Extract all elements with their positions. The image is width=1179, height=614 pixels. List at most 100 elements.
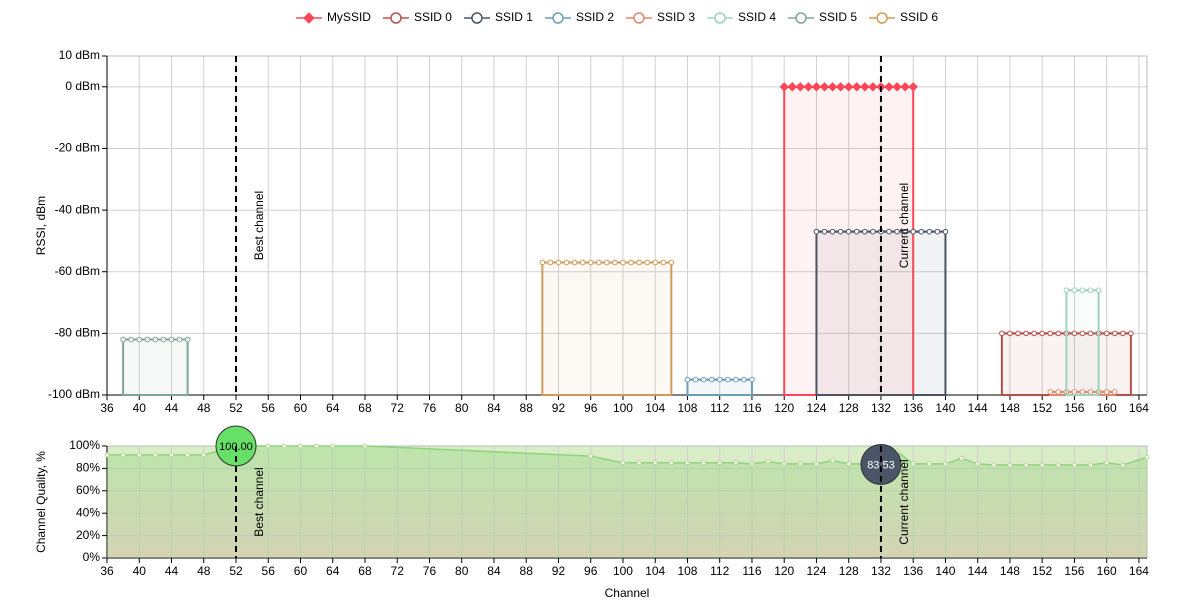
marker bbox=[1088, 462, 1094, 468]
marker bbox=[1095, 287, 1102, 294]
x-tick-label: 156 bbox=[1064, 564, 1084, 578]
marker bbox=[587, 259, 594, 266]
x-tick-label: 36 bbox=[100, 401, 114, 415]
legend-item[interactable]: SSID 3 bbox=[626, 10, 695, 24]
legend-label[interactable]: SSID 2 bbox=[576, 10, 614, 24]
marker bbox=[120, 452, 126, 458]
marker bbox=[910, 228, 917, 235]
marker bbox=[1007, 330, 1013, 337]
x-tick-label: 104 bbox=[645, 564, 665, 578]
marker bbox=[733, 376, 739, 383]
marker bbox=[765, 459, 771, 465]
legend-label[interactable]: SSID 1 bbox=[495, 10, 533, 24]
legend-item[interactable]: SSID 5 bbox=[788, 10, 857, 24]
marker bbox=[787, 82, 797, 92]
marker bbox=[781, 461, 787, 467]
x-tick-label: 72 bbox=[391, 564, 405, 578]
marker bbox=[886, 228, 892, 235]
marker bbox=[184, 336, 191, 343]
legend-item[interactable]: SSID 2 bbox=[544, 10, 614, 24]
legend-marker bbox=[390, 12, 402, 24]
legend-item[interactable]: SSID 0 bbox=[382, 10, 452, 24]
legend-marker bbox=[714, 12, 726, 24]
marker bbox=[1007, 462, 1013, 468]
marker bbox=[837, 228, 844, 235]
marker bbox=[644, 259, 650, 266]
legend-label[interactable]: SSID 3 bbox=[657, 10, 695, 24]
marker bbox=[547, 259, 554, 266]
marker bbox=[811, 82, 822, 92]
legend-label[interactable]: SSID 5 bbox=[819, 10, 857, 24]
x-tick-label: 140 bbox=[935, 401, 955, 415]
legend-label[interactable]: MySSID bbox=[327, 10, 371, 24]
y-tick-label: 60% bbox=[76, 483, 100, 497]
marker bbox=[136, 452, 142, 458]
marker bbox=[999, 330, 1005, 337]
legend-item[interactable]: SSID 1 bbox=[463, 10, 533, 24]
x-tick-label: 116 bbox=[742, 564, 761, 578]
marker bbox=[716, 376, 723, 383]
x-tick-label: 56 bbox=[262, 401, 276, 415]
x-tick-label: 60 bbox=[294, 564, 308, 578]
marker bbox=[314, 443, 320, 449]
x-tick-label: 88 bbox=[520, 401, 534, 415]
marker bbox=[926, 461, 932, 467]
x-axis-title: Channel bbox=[605, 586, 650, 600]
legend-item[interactable]: MySSID bbox=[295, 10, 371, 24]
marker bbox=[892, 82, 902, 92]
marker bbox=[813, 461, 819, 467]
marker bbox=[1087, 330, 1094, 337]
x-tick-label: 52 bbox=[229, 564, 243, 578]
marker bbox=[1120, 330, 1126, 337]
marker bbox=[902, 228, 908, 235]
y-tick-label: -40 dBm bbox=[55, 202, 100, 216]
marker bbox=[168, 452, 174, 458]
marker bbox=[853, 228, 860, 235]
legend-label[interactable]: SSID 0 bbox=[414, 10, 452, 24]
y-tick-label: -80 dBm bbox=[55, 326, 100, 340]
marker bbox=[168, 336, 175, 343]
marker bbox=[201, 452, 207, 458]
legend-label[interactable]: SSID 6 bbox=[900, 10, 938, 24]
marker bbox=[1055, 462, 1061, 468]
legend-item[interactable]: SSID 4 bbox=[707, 10, 776, 24]
y-tick-label: 0 dBm bbox=[65, 79, 100, 93]
x-tick-label: 128 bbox=[839, 401, 859, 415]
x-tick-label: 68 bbox=[358, 564, 372, 578]
marker bbox=[894, 228, 900, 235]
y-tick-label: 40% bbox=[76, 505, 100, 519]
legend-marker bbox=[633, 12, 645, 24]
marker bbox=[1071, 462, 1077, 468]
x-tick-label: 88 bbox=[520, 564, 534, 578]
marker bbox=[362, 443, 368, 449]
x-tick-label: 116 bbox=[742, 401, 761, 415]
marker bbox=[830, 458, 836, 464]
marker bbox=[845, 228, 852, 235]
y-tick-label: 0% bbox=[83, 550, 101, 564]
x-tick-label: 64 bbox=[326, 401, 340, 415]
x-tick-label: 112 bbox=[710, 564, 729, 578]
legend-label[interactable]: SSID 4 bbox=[738, 10, 776, 24]
x-tick-label: 132 bbox=[871, 564, 891, 578]
marker bbox=[660, 259, 667, 266]
area-fill bbox=[122, 338, 189, 396]
marker bbox=[741, 376, 747, 383]
marker bbox=[1079, 287, 1086, 294]
x-tick-label: 76 bbox=[423, 401, 437, 415]
marker bbox=[975, 461, 981, 467]
marker bbox=[708, 376, 715, 383]
marker bbox=[120, 336, 126, 343]
marker bbox=[297, 443, 303, 449]
legend-item[interactable]: SSID 6 bbox=[869, 10, 938, 24]
x-tick-label: 68 bbox=[358, 401, 372, 415]
marker bbox=[1071, 330, 1078, 337]
marker bbox=[330, 443, 336, 449]
marker bbox=[942, 228, 949, 235]
x-tick-label: 92 bbox=[552, 564, 566, 578]
marker bbox=[1055, 330, 1062, 337]
marker bbox=[724, 376, 731, 383]
marker bbox=[652, 259, 659, 266]
marker bbox=[281, 443, 287, 449]
marker bbox=[152, 336, 159, 343]
